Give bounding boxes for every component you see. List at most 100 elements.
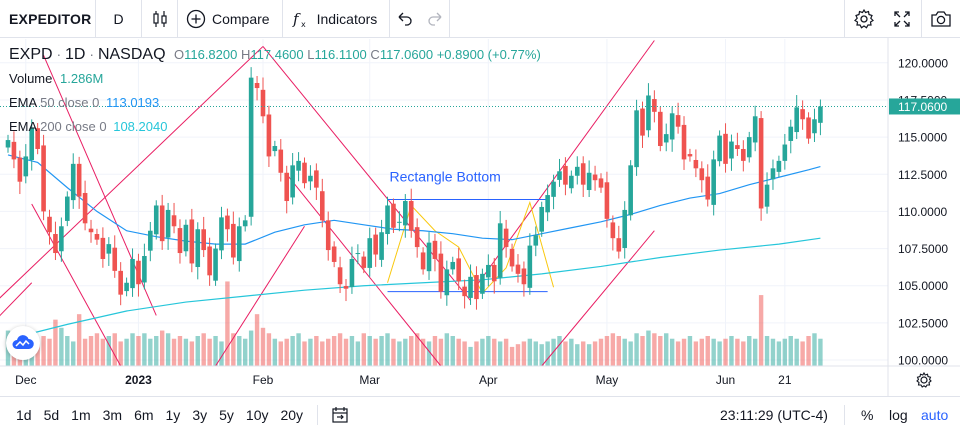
chart-type-button[interactable]	[142, 0, 178, 38]
candle	[106, 237, 112, 266]
volume-bar	[373, 338, 378, 366]
candle-body	[551, 181, 556, 197]
ema50-legend: EMA 50 close 0 113.0193	[9, 95, 159, 110]
volume-bar	[456, 338, 461, 366]
candle	[337, 256, 343, 294]
volume-bar	[331, 336, 337, 366]
volume-bar	[112, 333, 117, 366]
undo-icon[interactable]	[396, 10, 414, 28]
settings-button[interactable]	[844, 0, 883, 38]
candle	[782, 133, 788, 170]
candle-body	[124, 282, 129, 292]
candle-body	[355, 253, 361, 255]
candle-body	[752, 116, 758, 143]
clock-time: 23:11:29 (UTC-4)	[720, 407, 828, 423]
candle	[236, 217, 242, 272]
range-20y[interactable]: 20y	[280, 407, 304, 423]
candle-body	[302, 162, 307, 184]
candle	[521, 261, 527, 297]
candle-body	[432, 240, 438, 259]
range-1m[interactable]: 1m	[71, 407, 91, 423]
symbol-search[interactable]: EXPEDITOR	[0, 0, 96, 38]
chart-grid	[0, 39, 888, 366]
candle	[634, 99, 639, 176]
candle-body	[468, 276, 473, 298]
volume-bar	[165, 333, 171, 366]
time-tick-label: Jun	[716, 373, 735, 387]
candle	[290, 153, 295, 205]
candle-body	[189, 219, 195, 264]
volume-bar	[515, 344, 521, 366]
candle	[231, 211, 236, 265]
candle-body	[474, 275, 479, 300]
volume-bar	[320, 341, 325, 366]
candle	[622, 201, 628, 259]
volume-bar	[177, 336, 183, 366]
range-3m[interactable]: 3m	[102, 407, 123, 423]
volume-bar	[610, 333, 616, 366]
gear-outline	[916, 371, 932, 388]
percent-toggle[interactable]: %	[861, 407, 874, 423]
date-range-icon[interactable]	[330, 405, 350, 425]
price-chart[interactable]: Rectangle Bottom 100.0000 102.5000 105.000…	[0, 38, 960, 396]
volume-bar	[616, 336, 621, 366]
range-3y[interactable]: 3y	[192, 407, 208, 423]
volume-bar	[290, 336, 295, 366]
candle-body	[545, 195, 550, 213]
candle	[699, 161, 705, 193]
ema50-line	[7, 154, 821, 245]
price-tick-label: 100.0000	[898, 354, 948, 368]
auto-toggle[interactable]: auto	[921, 407, 949, 423]
volume-bar	[800, 341, 805, 366]
interval-label: D	[113, 10, 124, 27]
volume-label: Volume	[9, 71, 53, 86]
compare-button[interactable]: Compare	[178, 0, 283, 38]
candle	[88, 219, 94, 243]
candle-body	[41, 145, 46, 212]
range-10y[interactable]: 10y	[245, 407, 269, 423]
volume-bar	[675, 341, 681, 366]
symbol-legend: EXPD · 1D · NASDAQ O116.8200 H117.4600 L…	[9, 46, 541, 63]
trend-line	[541, 230, 655, 367]
candle	[432, 233, 438, 272]
candle-body	[569, 175, 574, 189]
time-tick-label: Dec	[15, 373, 36, 387]
candle-body	[207, 246, 212, 276]
volume-bar	[646, 330, 651, 366]
candle-body	[260, 89, 266, 117]
candle-body	[148, 230, 153, 251]
volume-bar	[527, 338, 533, 366]
candle	[723, 123, 728, 173]
candle	[806, 112, 811, 144]
candle	[729, 134, 734, 171]
range-6m[interactable]: 6m	[134, 407, 154, 423]
candle	[586, 160, 592, 198]
toolbar-right	[844, 0, 960, 38]
volume-bar	[118, 341, 123, 366]
snapshot-button[interactable]	[921, 0, 960, 38]
candle-body	[486, 264, 491, 278]
volume-bar	[693, 341, 699, 366]
candle-body	[397, 221, 402, 223]
range-5d[interactable]: 5d	[43, 407, 60, 423]
cloud-chart-icon	[12, 335, 34, 349]
tradingview-logo[interactable]	[6, 326, 40, 360]
redo-icon[interactable]	[426, 10, 444, 28]
fullscreen-button[interactable]	[883, 0, 921, 38]
volume-bar	[272, 338, 278, 366]
candle-body	[693, 159, 699, 169]
log-toggle[interactable]: log	[889, 407, 908, 423]
candle	[497, 210, 503, 285]
range-1d[interactable]: 1d	[16, 407, 32, 423]
indicators-label: Indicators	[316, 10, 378, 27]
candle-body	[325, 220, 331, 251]
volume-bars	[5, 281, 823, 366]
range-1y[interactable]: 1y	[165, 407, 181, 423]
interval-button[interactable]: D	[96, 0, 142, 38]
low-label: L	[307, 47, 315, 62]
range-5y[interactable]: 5y	[219, 407, 234, 423]
symbol-name: EXPEDITOR	[9, 10, 92, 27]
candle	[509, 243, 515, 272]
